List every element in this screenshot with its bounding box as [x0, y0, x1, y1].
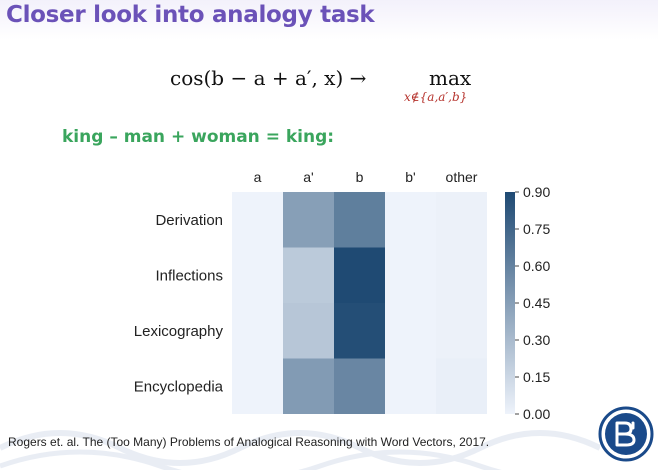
- heatmap-y-labels: Derivation Inflections Lexicography Encyclo…: [134, 212, 224, 396]
- y-tick-label: Encyclopedia: [134, 378, 224, 395]
- heatmap-cell: [334, 303, 385, 359]
- formula-max: max: [429, 66, 472, 90]
- x-tick-label: a: [254, 169, 262, 185]
- heatmap-cell: [232, 192, 283, 248]
- formula-expression: cos(b − a + a′, x) →: [170, 66, 367, 90]
- heatmap-cell: [334, 247, 385, 303]
- y-tick-label: Lexicography: [134, 323, 224, 340]
- colorbar-ticks: 0.90 0.75 0.60 0.45 0.30 0.15 0.00: [515, 184, 550, 422]
- heatmap-cell: [334, 192, 385, 248]
- heatmap-cell: [385, 192, 436, 248]
- slide-title: Closer look into analogy task: [6, 2, 375, 28]
- analogy-example: king – man + woman = king:: [62, 127, 335, 147]
- formula: cos(b − a + a′, x) → max x∉{a,a′,b}: [170, 58, 510, 108]
- background-decoration: [0, 430, 600, 470]
- colorbar-tick-label: 0.15: [523, 369, 550, 385]
- heatmap-cell: [283, 192, 334, 248]
- colorbar-tick-label: 0.60: [523, 258, 550, 274]
- colorbar-tick-label: 0.90: [523, 184, 550, 200]
- heatmap-x-labels: a a' b b' other: [254, 169, 478, 185]
- colorbar-tick-label: 0.00: [523, 406, 550, 422]
- heatmap-cell: [436, 247, 487, 303]
- heatmap-cell: [334, 358, 385, 414]
- title-band: [0, 0, 658, 40]
- heatmap-cell: [232, 247, 283, 303]
- colorbar-tick-label: 0.75: [523, 221, 550, 237]
- heatmap-cell: [436, 358, 487, 414]
- colorbar: [505, 192, 515, 414]
- colorbar-tick-label: 0.30: [523, 332, 550, 348]
- x-tick-label: b': [405, 169, 415, 185]
- hse-university-logo-icon: [598, 406, 654, 462]
- heatmap-cell: [232, 303, 283, 359]
- heatmap-cell: [283, 358, 334, 414]
- heatmap-cell: [283, 247, 334, 303]
- x-tick-label: a': [303, 169, 313, 185]
- heatmap-cell: [436, 192, 487, 248]
- x-tick-label: b: [356, 169, 364, 185]
- heatmap-cell: [436, 303, 487, 359]
- citation: Rogers et. al. The (Too Many) Problems o…: [8, 435, 490, 449]
- heatmap-cell: [232, 358, 283, 414]
- colorbar-tick-label: 0.45: [523, 295, 550, 311]
- heatmap-cell: [385, 358, 436, 414]
- heatmap-cell: [283, 303, 334, 359]
- y-tick-label: Inflections: [155, 267, 223, 284]
- heatmap-cell: [385, 247, 436, 303]
- x-tick-label: other: [446, 169, 478, 185]
- heatmap-cells: [232, 192, 487, 414]
- y-tick-label: Derivation: [155, 212, 223, 229]
- heatmap-cell: [385, 303, 436, 359]
- formula-subscript: x∉{a,a′,b}: [404, 90, 468, 104]
